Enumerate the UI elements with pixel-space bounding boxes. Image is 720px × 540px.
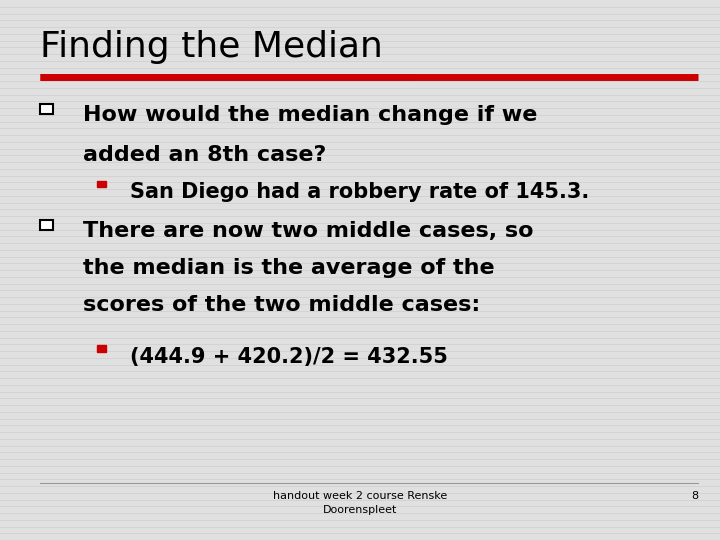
Text: San Diego had a robbery rate of 145.3.: San Diego had a robbery rate of 145.3.: [130, 182, 589, 202]
Text: added an 8th case?: added an 8th case?: [83, 145, 326, 165]
Text: the median is the average of the: the median is the average of the: [83, 258, 495, 278]
Text: 8: 8: [691, 491, 698, 502]
FancyBboxPatch shape: [97, 345, 106, 352]
FancyBboxPatch shape: [97, 180, 106, 187]
Text: How would the median change if we: How would the median change if we: [83, 105, 537, 125]
FancyBboxPatch shape: [40, 220, 53, 230]
Text: (444.9 + 420.2)/2 = 432.55: (444.9 + 420.2)/2 = 432.55: [130, 347, 447, 367]
Text: scores of the two middle cases:: scores of the two middle cases:: [83, 295, 480, 315]
Text: handout week 2 course Renske: handout week 2 course Renske: [273, 491, 447, 502]
Text: Finding the Median: Finding the Median: [40, 30, 382, 64]
Text: There are now two middle cases, so: There are now two middle cases, so: [83, 221, 534, 241]
Text: Doorenspleet: Doorenspleet: [323, 505, 397, 515]
FancyBboxPatch shape: [40, 104, 53, 114]
